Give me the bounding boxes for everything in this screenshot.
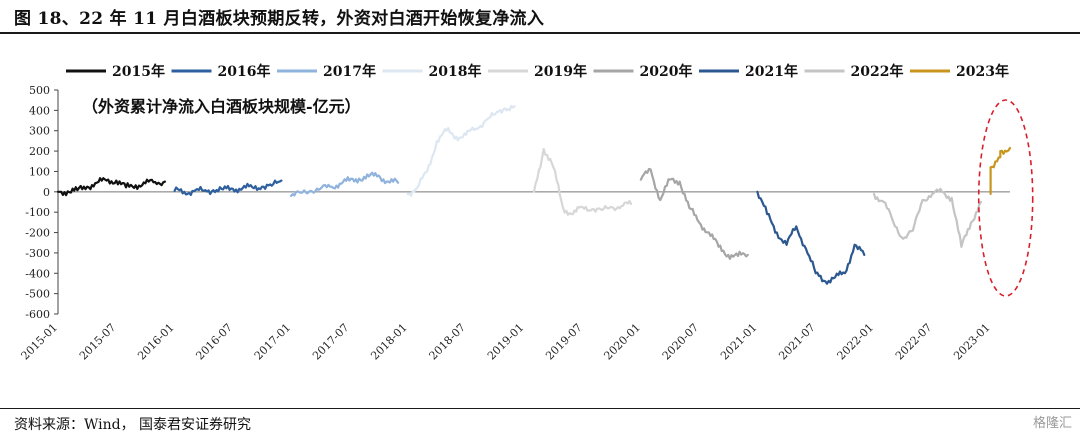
y-tick-label: -300	[25, 247, 50, 260]
x-tick-label: 2016-07	[193, 321, 235, 363]
legend-label: 2021年	[745, 63, 798, 80]
x-tick-label: 2016-01	[135, 321, 177, 363]
y-tick-label: 100	[29, 165, 50, 178]
legend-label: 2023年	[956, 63, 1009, 80]
figure-title: 图 18、22 年 11 月白酒板块预期反转，外资对白酒开始恢复净流入	[14, 9, 545, 29]
x-tick-label: 2017-01	[252, 321, 294, 363]
y-tick-label: 500	[29, 84, 50, 97]
y-tick-label: 300	[29, 125, 50, 138]
y-tick-label: 200	[29, 145, 50, 158]
legend-label: 2020年	[640, 63, 693, 80]
x-tick-label: 2021-07	[776, 321, 818, 363]
chart-annotation: （外资累计净流入白酒板块规模-亿元）	[82, 97, 361, 116]
x-tick-label: 2019-01	[485, 321, 527, 363]
legend-label: 2017年	[323, 63, 376, 80]
y-tick-label: -100	[25, 206, 50, 219]
source-note: 资料来源：Wind， 国泰君安证券研究	[14, 417, 252, 433]
x-tick-label: 2022-01	[835, 321, 877, 363]
y-tick-label: 400	[29, 104, 50, 117]
series-line-2018年	[406, 104, 516, 197]
series-line-2019年	[532, 148, 633, 216]
series-line-2015年	[56, 177, 166, 197]
legend: 2015年 2016年 2017年 2018年 2019年 2020年 2021年 2022年…	[66, 63, 1009, 80]
y-tick-label: -500	[25, 288, 50, 301]
legend-label: 2019年	[534, 63, 587, 80]
highlight-ellipse	[977, 99, 1034, 297]
x-tick-label: 2015-07	[77, 321, 119, 363]
legend-label: 2018年	[429, 63, 482, 80]
x-tick-label: 2022-07	[893, 321, 935, 363]
x-tick-label: 2018-01	[368, 321, 410, 363]
watermark: 格隆汇	[1032, 416, 1072, 431]
top-rule	[0, 32, 1080, 34]
x-tick-label: 2017-07	[310, 321, 352, 363]
series-line-2016年	[173, 179, 283, 196]
series-line-2021年	[756, 190, 866, 285]
plot-area: 500 400 300 200 100 0 -100 -200 -300 -400 -500 -600…	[19, 84, 1034, 363]
legend-label: 2022年	[851, 63, 904, 80]
x-tick-label: 2021-01	[718, 321, 760, 363]
legend-label: 2016年	[218, 63, 271, 80]
y-tick-label: -600	[25, 308, 50, 321]
y-tick-label: -400	[25, 267, 50, 280]
bottom-rule	[0, 408, 1080, 409]
x-tick-label: 2018-07	[427, 321, 469, 363]
y-tick-label: 0	[43, 186, 50, 199]
series-line-2017年	[290, 171, 400, 197]
legend-label: 2015年	[112, 63, 165, 80]
x-tick-label: 2023-01	[951, 321, 993, 363]
x-tick-label: 2020-01	[601, 321, 643, 363]
series-line-2022年	[872, 187, 982, 248]
x-tick-label: 2015-01	[19, 321, 61, 363]
y-tick-label: -200	[25, 227, 50, 240]
x-tick-label: 2019-07	[543, 321, 585, 363]
series-line-2023年	[989, 146, 1012, 195]
x-tick-label: 2020-07	[660, 321, 702, 363]
series-line-2020年	[639, 167, 749, 260]
